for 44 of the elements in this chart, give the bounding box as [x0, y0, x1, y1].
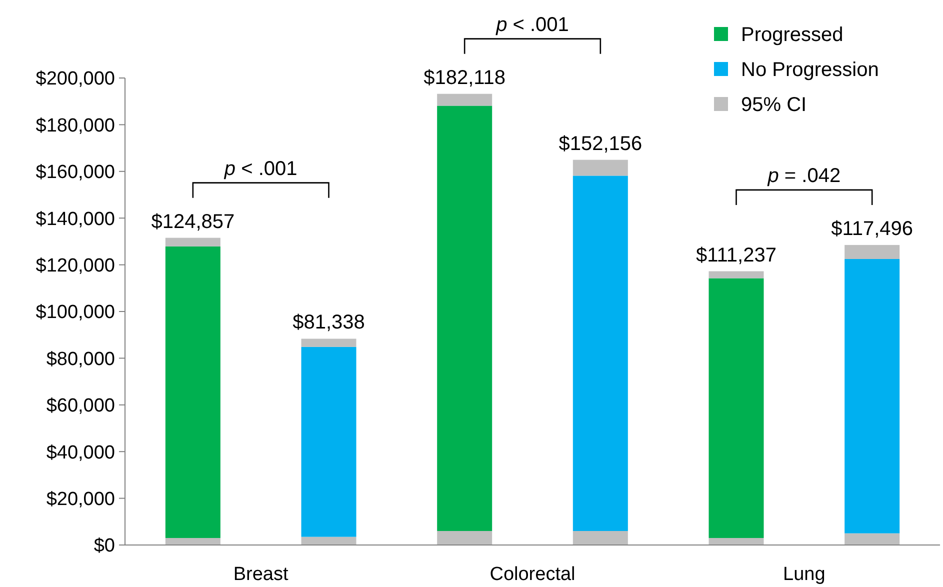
y-tick-label: $140,000	[36, 208, 115, 230]
legend-label: No Progression	[741, 59, 879, 81]
data-label: $124,857	[151, 210, 235, 233]
bar	[708, 271, 764, 278]
bar	[437, 106, 492, 531]
x-tick-label: Lung	[783, 564, 826, 585]
bar	[165, 238, 220, 246]
y-tick-label: $40,000	[46, 442, 115, 464]
data-label: $152,156	[558, 132, 642, 155]
bar	[165, 538, 220, 545]
bar	[708, 278, 764, 538]
bar	[301, 346, 356, 537]
data-label: $117,496	[831, 218, 914, 240]
bar	[844, 244, 900, 259]
legend-label: Progressed	[741, 24, 844, 46]
bar	[437, 530, 492, 545]
bar	[165, 246, 220, 538]
text: p < .001	[495, 14, 569, 36]
y-tick-label: $160,000	[36, 162, 115, 184]
bar	[572, 176, 628, 531]
data-label: $111,237	[696, 244, 776, 266]
y-tick-label: $100,000	[36, 302, 115, 324]
annotation: p = .042	[766, 164, 841, 187]
y-tick-label: $80,000	[46, 348, 115, 370]
x-tick-label: Colorectal	[490, 564, 576, 585]
bar	[301, 338, 356, 347]
y-tick-label: $180,000	[36, 115, 115, 136]
x-tick-label: Breast	[233, 564, 290, 585]
bar	[437, 94, 492, 106]
annotation: p < .001	[223, 158, 298, 180]
bar	[708, 538, 764, 545]
y-tick-label: $60,000	[46, 396, 115, 417]
data-label: $81,338	[292, 312, 365, 334]
y-tick-label: $0	[94, 536, 115, 557]
bar	[301, 536, 356, 545]
y-tick-label: $20,000	[46, 488, 115, 510]
y-tick-label: $120,000	[36, 255, 115, 276]
bar	[844, 258, 900, 534]
data-label: $182,118	[424, 66, 506, 89]
bar	[844, 533, 900, 545]
bar	[572, 160, 628, 176]
legend-label: 95% CI	[741, 94, 807, 116]
y-tick-label: $200,000	[36, 68, 115, 90]
bar	[572, 530, 628, 545]
